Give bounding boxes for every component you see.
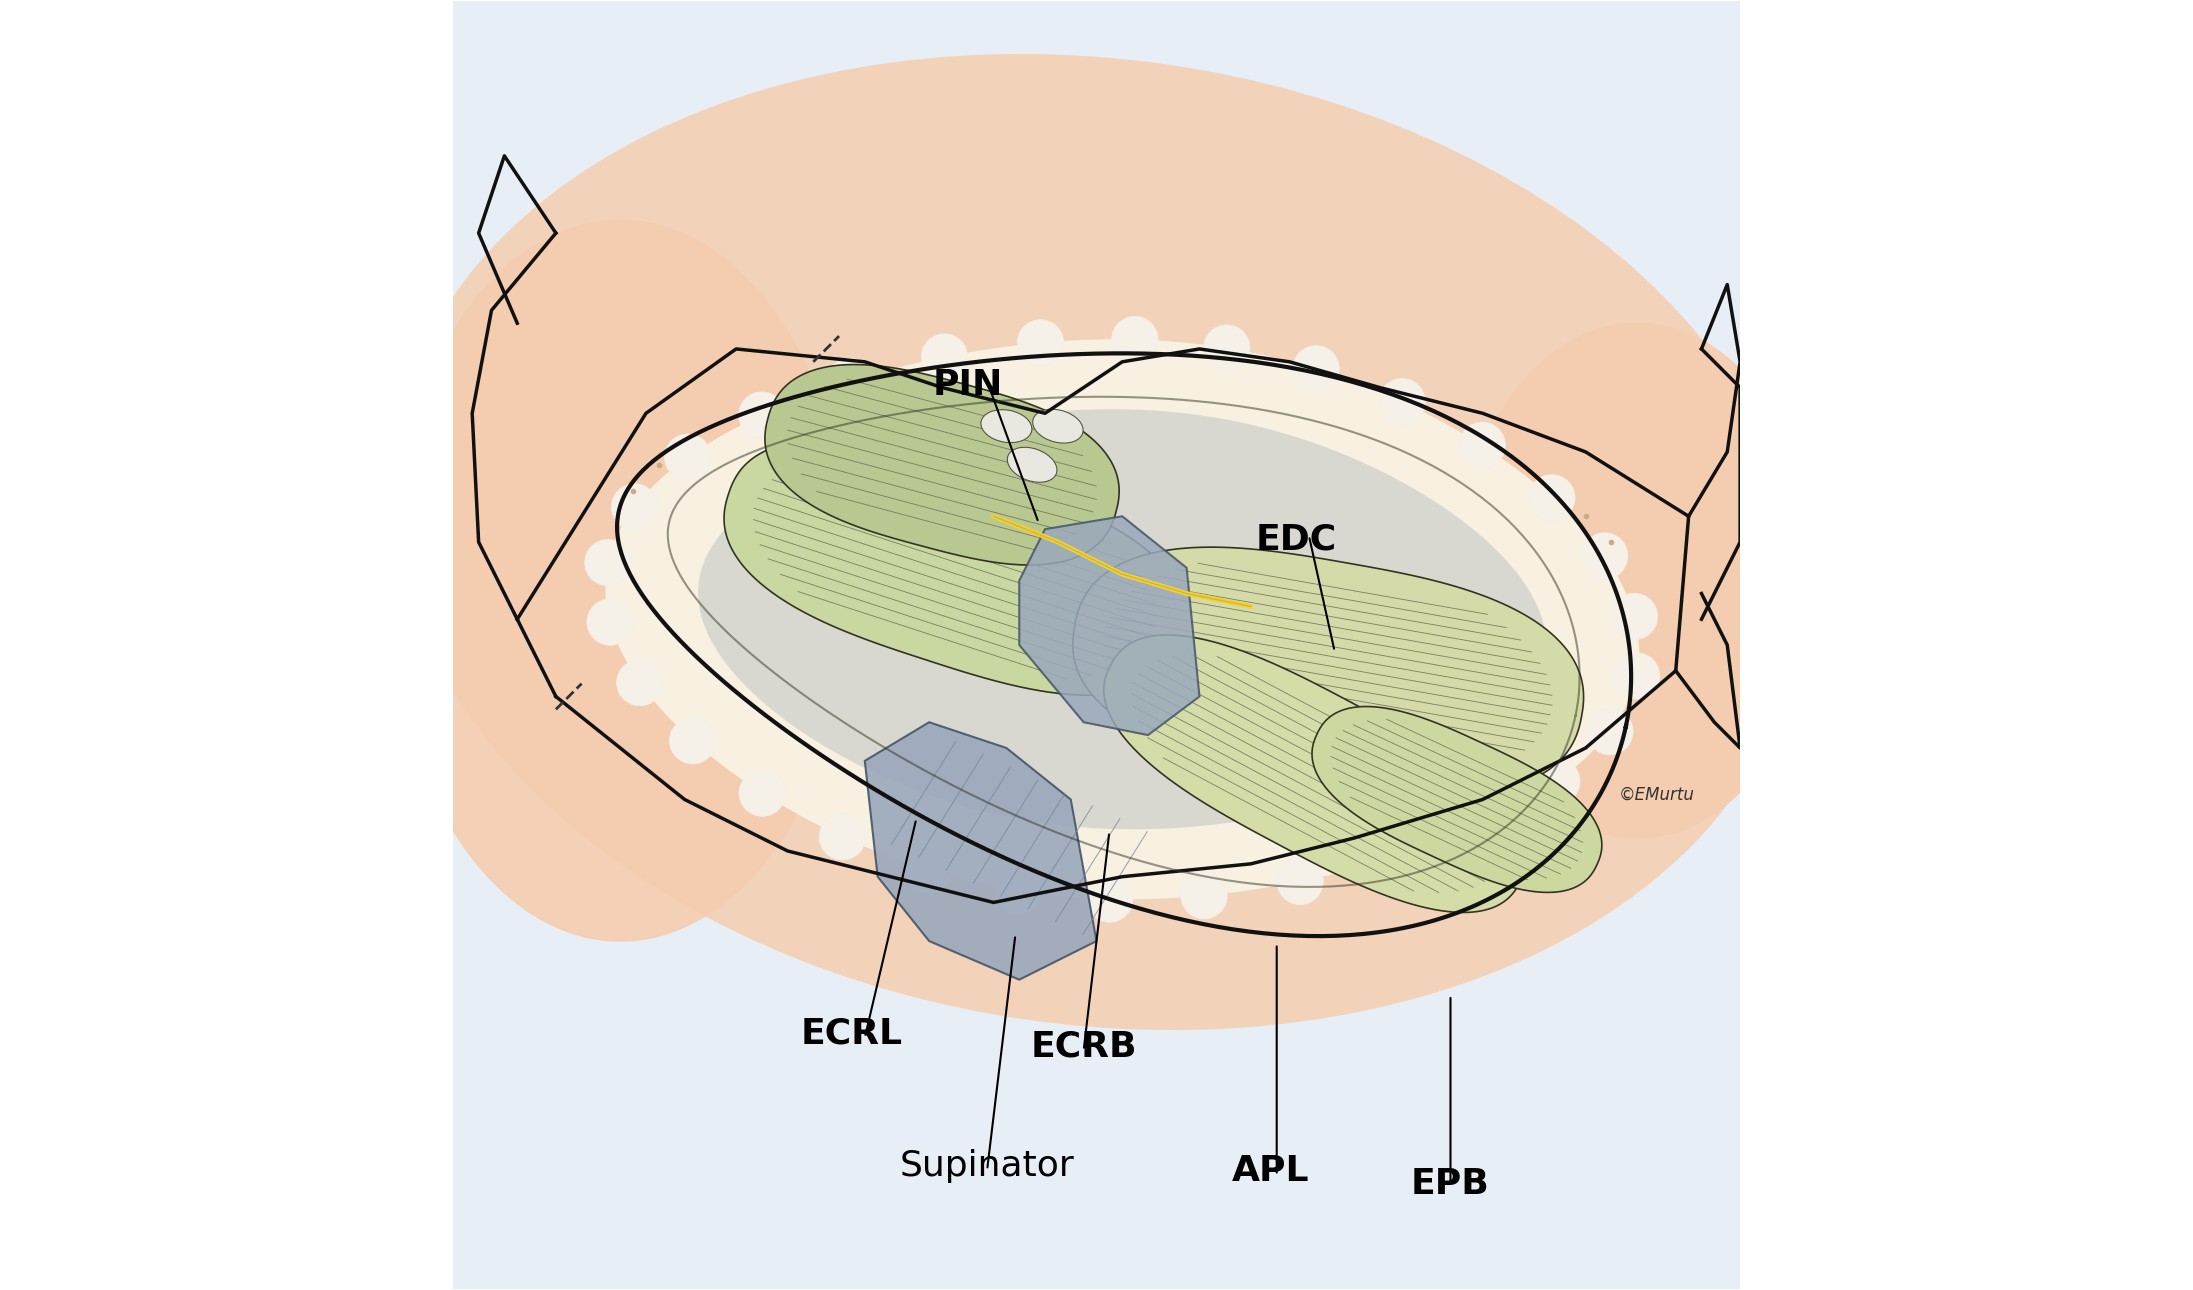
Circle shape	[1086, 876, 1134, 922]
Circle shape	[739, 770, 785, 817]
Circle shape	[664, 433, 711, 480]
Circle shape	[739, 392, 785, 439]
Polygon shape	[724, 440, 1186, 695]
Circle shape	[1458, 422, 1504, 468]
Circle shape	[588, 599, 634, 645]
Text: ©EMurtu: ©EMurtu	[1618, 786, 1695, 804]
Polygon shape	[697, 409, 1546, 829]
Text: Supinator: Supinator	[899, 1149, 1075, 1183]
Circle shape	[1371, 833, 1419, 880]
Polygon shape	[864, 722, 1096, 979]
Ellipse shape	[1033, 409, 1083, 442]
Polygon shape	[1103, 635, 1526, 912]
Polygon shape	[1072, 547, 1583, 795]
Circle shape	[669, 717, 715, 764]
Circle shape	[612, 484, 658, 530]
Polygon shape	[1020, 516, 1200, 735]
Text: ECRB: ECRB	[1031, 1029, 1136, 1063]
Circle shape	[1276, 858, 1322, 904]
Circle shape	[1204, 325, 1250, 372]
Text: EDC: EDC	[1254, 522, 1336, 557]
Polygon shape	[765, 365, 1118, 565]
Circle shape	[921, 334, 967, 381]
Circle shape	[616, 659, 662, 706]
Circle shape	[906, 846, 952, 893]
Circle shape	[1529, 475, 1575, 521]
Circle shape	[1588, 708, 1634, 755]
Circle shape	[996, 867, 1042, 913]
Circle shape	[1461, 800, 1507, 846]
Polygon shape	[605, 339, 1638, 899]
Text: APL: APL	[1232, 1155, 1309, 1188]
Polygon shape	[1456, 324, 1818, 838]
Ellipse shape	[393, 54, 1800, 1031]
Circle shape	[586, 539, 632, 586]
Ellipse shape	[980, 410, 1033, 442]
Circle shape	[1018, 320, 1064, 366]
Circle shape	[1112, 316, 1158, 362]
Polygon shape	[388, 221, 851, 940]
Circle shape	[1180, 872, 1228, 918]
Circle shape	[1294, 346, 1340, 392]
Circle shape	[820, 814, 866, 860]
Circle shape	[1581, 533, 1627, 579]
Circle shape	[1614, 653, 1660, 699]
Circle shape	[827, 359, 873, 405]
Text: PIN: PIN	[932, 368, 1002, 402]
Polygon shape	[1311, 707, 1601, 893]
Text: ECRL: ECRL	[800, 1017, 904, 1050]
Circle shape	[1379, 378, 1425, 424]
Text: EPB: EPB	[1410, 1167, 1489, 1201]
Ellipse shape	[1007, 448, 1057, 482]
Circle shape	[1533, 759, 1579, 805]
Circle shape	[1612, 593, 1658, 640]
